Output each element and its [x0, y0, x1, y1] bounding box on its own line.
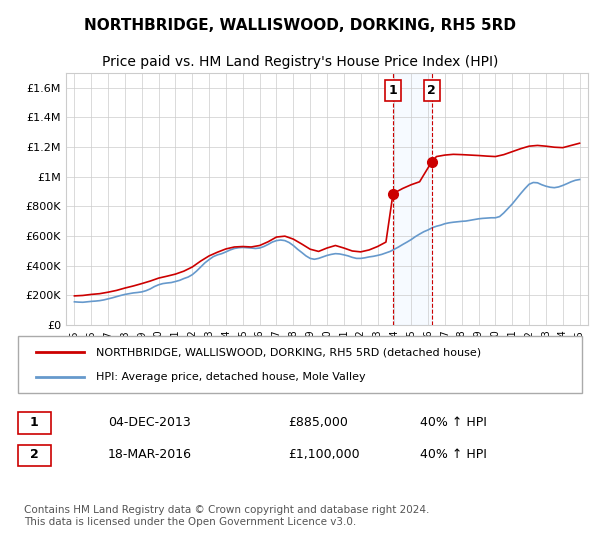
Text: £885,000: £885,000 [288, 416, 348, 429]
Text: 40% ↑ HPI: 40% ↑ HPI [420, 416, 487, 429]
Text: 2: 2 [427, 84, 436, 97]
Text: NORTHBRIDGE, WALLISWOOD, DORKING, RH5 5RD (detached house): NORTHBRIDGE, WALLISWOOD, DORKING, RH5 5R… [96, 347, 481, 357]
Text: NORTHBRIDGE, WALLISWOOD, DORKING, RH5 5RD: NORTHBRIDGE, WALLISWOOD, DORKING, RH5 5R… [84, 18, 516, 33]
Text: 40% ↑ HPI: 40% ↑ HPI [420, 448, 487, 461]
Text: Contains HM Land Registry data © Crown copyright and database right 2024.
This d: Contains HM Land Registry data © Crown c… [24, 505, 430, 527]
Text: HPI: Average price, detached house, Mole Valley: HPI: Average price, detached house, Mole… [96, 372, 365, 382]
Text: Price paid vs. HM Land Registry's House Price Index (HPI): Price paid vs. HM Land Registry's House … [102, 55, 498, 69]
FancyBboxPatch shape [18, 445, 51, 466]
Text: 1: 1 [30, 416, 38, 429]
Bar [393, 73, 432, 325]
FancyBboxPatch shape [18, 336, 582, 393]
Text: 04-DEC-2013: 04-DEC-2013 [108, 416, 191, 429]
FancyBboxPatch shape [18, 413, 51, 433]
Text: £1,100,000: £1,100,000 [288, 448, 359, 461]
Text: 2: 2 [30, 448, 38, 461]
Text: 18-MAR-2016: 18-MAR-2016 [108, 448, 192, 461]
Text: 1: 1 [389, 84, 397, 97]
